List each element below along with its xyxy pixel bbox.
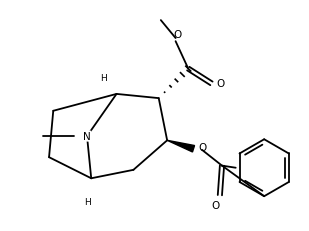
Text: H: H [84, 197, 91, 206]
Text: O: O [217, 79, 225, 89]
Text: O: O [174, 30, 182, 40]
Text: H: H [100, 73, 107, 82]
Polygon shape [167, 141, 195, 152]
Text: O: O [199, 142, 207, 152]
Text: N: N [83, 131, 91, 141]
Text: O: O [212, 201, 220, 210]
